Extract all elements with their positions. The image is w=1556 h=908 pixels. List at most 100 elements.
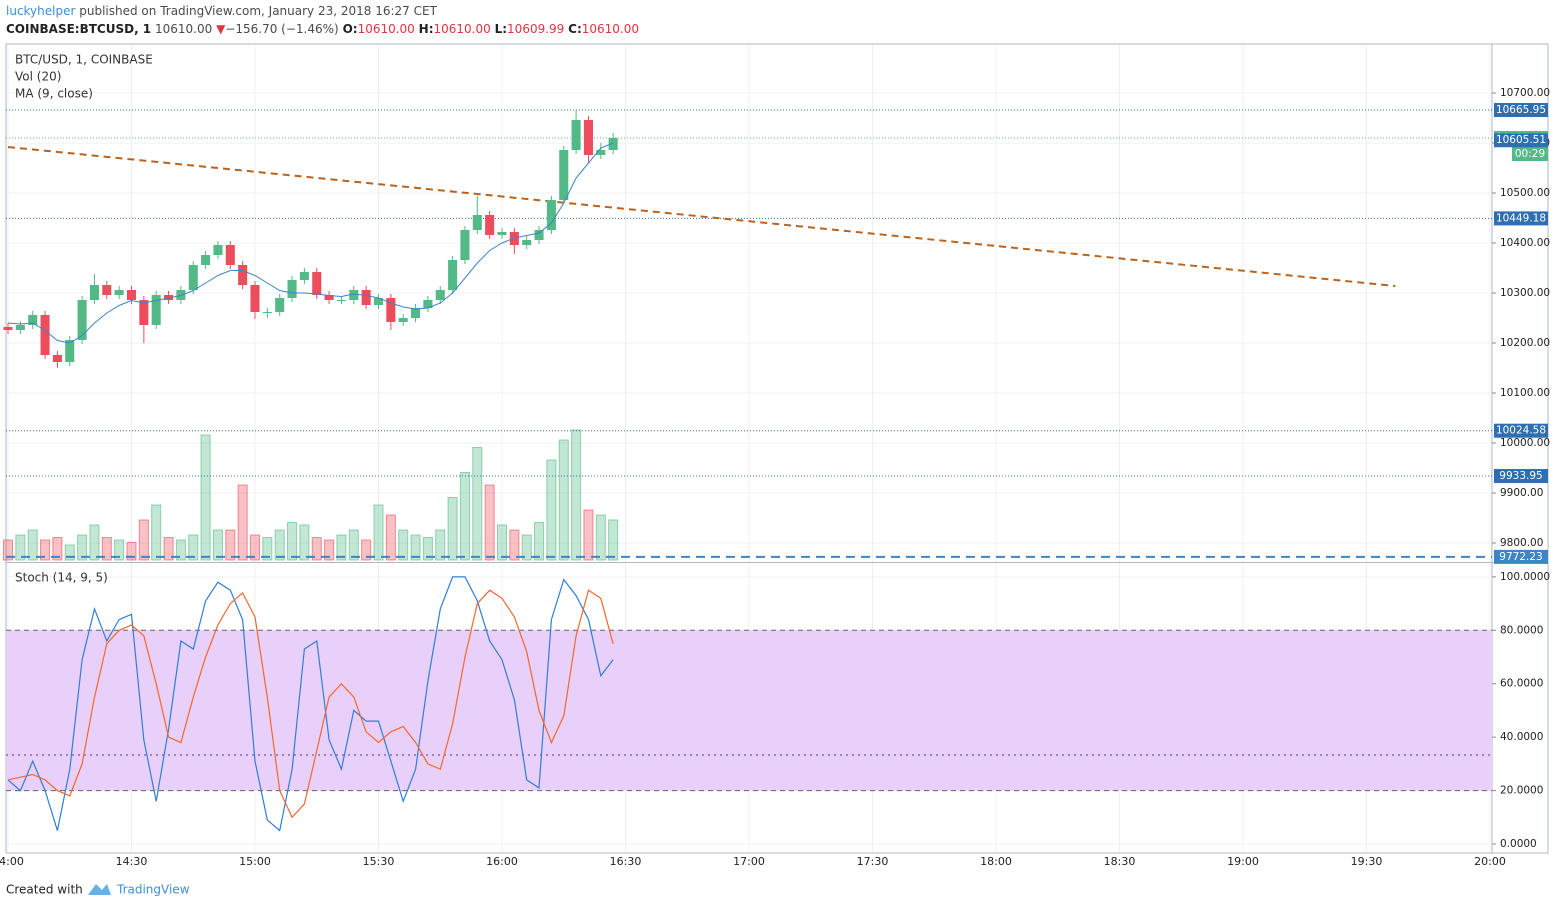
candle-body [299,272,309,280]
x-tick-label: 15:30 [363,855,395,868]
candle-body [460,230,470,260]
volume-bar [484,484,495,561]
candle-body [151,295,161,325]
level-label-box [1494,423,1548,438]
footer: Created with TradingView [6,883,190,897]
candle-body [386,298,396,322]
volume-bar [188,534,199,561]
volume-bar [459,472,470,561]
y-tick-label: 100.0000 [1500,571,1550,583]
volume-bar [212,529,223,561]
volume-bar [200,434,211,561]
legend-text: BTC/USD, 1, COINBASE [15,53,153,67]
candle-body [114,290,124,295]
volume-bar [15,534,26,561]
o-label: O: [342,22,358,36]
candle-body [534,230,544,240]
symbol-line: COINBASE:BTCUSD, 1 10610.00 ▼−156.70 (−1… [6,22,639,36]
candle-body [435,290,445,300]
level-label: 10605.51 [1496,134,1546,146]
y-tick-label: 20.0000 [1500,785,1543,797]
candle-body [398,318,408,322]
x-tick-label: 20:00 [1474,855,1506,868]
y-tick-label: 10400.00 [1500,237,1550,249]
stoch-line [7,576,614,832]
candle-body [596,150,606,155]
c-label: C: [568,22,582,36]
candle-body [571,120,581,150]
h-label: H: [418,22,434,36]
candle-body [28,315,38,325]
candle-body [349,290,359,300]
volume-bar [311,537,322,561]
x-tick-label: 18:00 [980,855,1012,868]
volume-bar [509,529,520,561]
candle-body [324,295,334,300]
volume-bar [373,504,384,561]
volume-bar [138,519,149,561]
x-tick-label: 14:00 [0,855,24,868]
symbol: COINBASE:BTCUSD, 1 [6,22,152,36]
legend-text: Vol (20) [15,70,61,84]
candle-body [608,138,618,150]
y-tick-label: 10000.00 [1500,437,1550,449]
candle-body [472,215,482,230]
volume-bar [583,509,594,561]
x-tick-label: 16:30 [610,855,642,868]
level-label-box [1494,133,1548,148]
down-arrow: ▼ [216,22,226,36]
volume-bar [496,524,508,561]
y-tick-label: 9800.00 [1500,537,1543,549]
candle-body [225,245,235,265]
h: 10610.00 [433,22,491,36]
volume-bar [447,497,458,561]
candle-body [77,300,87,340]
volume-bar [151,504,162,561]
volume-bar [385,514,396,561]
legend-text: MA (9, close) [15,87,93,101]
y-tick-label: 10300.00 [1500,287,1550,299]
y-tick-label: 80.0000 [1500,624,1543,636]
volume-bar [348,529,359,561]
volume-bar [299,524,310,561]
volume-bar [2,539,14,561]
volume-bar [274,529,285,561]
level-label: 9933.95 [1499,470,1542,482]
author[interactable]: luckyhelper [6,4,76,18]
level-label: 10665.95 [1496,104,1546,116]
volume-bar [398,529,409,561]
volume-bar [361,539,372,561]
candle-body [52,355,62,362]
level-label-box [1494,211,1548,226]
volume-bar [114,539,125,561]
volume-bar [435,529,446,561]
brand[interactable]: TradingView [116,883,190,897]
level-label: 10449.18 [1496,212,1546,224]
candle-body [546,200,556,230]
volume-bar [101,537,112,561]
y-tick-label: 0.0000 [1500,838,1537,850]
volume-bar [77,534,88,561]
x-tick-label: 19:30 [1351,855,1383,868]
header: luckyhelper published on TradingView.com… [6,4,437,18]
trend-line [7,146,1396,287]
volume-bar [422,537,433,561]
y-tick-label: 60.0000 [1500,678,1543,690]
volume-bar [336,534,347,561]
candle-body [238,265,248,285]
y-tick-label: 10700.00 [1500,87,1550,99]
level-label: 9772.23 [1499,551,1542,563]
volume-bar [40,539,51,561]
volume-bar [225,529,236,561]
y-tick-label: 40.0000 [1500,731,1543,743]
x-tick-label: 17:30 [857,855,889,868]
candle-body [423,300,433,308]
volume-bar [262,537,273,561]
volume-bar [64,544,75,561]
volume-bar [89,524,100,561]
candle-body [213,245,223,255]
logo [88,884,111,895]
y-tick-label: 10100.00 [1500,387,1550,399]
candle-body [275,298,285,312]
ma-line [7,142,614,344]
